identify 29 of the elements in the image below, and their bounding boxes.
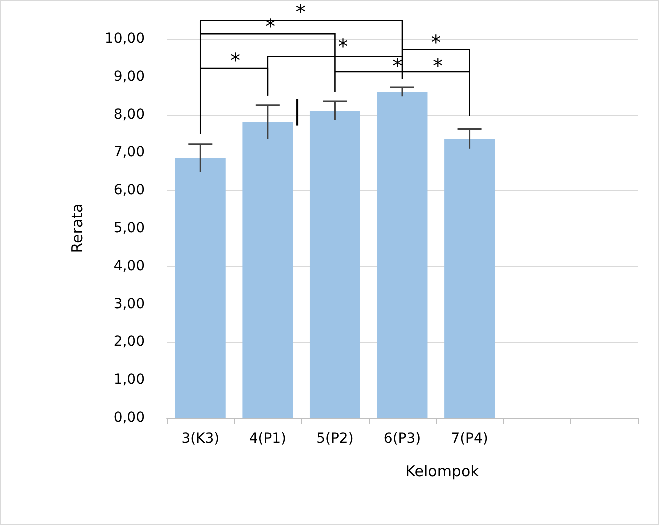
bar	[377, 92, 428, 418]
y-tick-label: 6,00	[114, 182, 145, 199]
text: *	[296, 0, 306, 24]
bar	[175, 158, 226, 418]
x-tick-label: 3(K3)	[182, 431, 220, 447]
y-tick-label: 7,00	[114, 144, 145, 161]
bar	[444, 139, 496, 418]
y-tick-label: 2,00	[114, 334, 145, 350]
y-tick-label: 10,00	[104, 31, 145, 47]
annotation: *	[338, 34, 348, 59]
bar	[310, 111, 360, 418]
x-tick-label: 4(P1)	[249, 431, 287, 447]
y-tick-label: 9,00	[114, 68, 145, 85]
x-tick-label: 5(P2)	[316, 431, 354, 447]
annotation: *	[433, 54, 444, 78]
y-tick-label: 8,00	[114, 106, 145, 123]
y-tick-label: 3,00	[114, 296, 145, 312]
y-tick-label: 1,00	[114, 372, 145, 388]
annotation: *	[431, 30, 442, 54]
y-axis-title: Rerata	[68, 204, 86, 254]
y-tick-label: 0,00	[114, 410, 145, 426]
y-tick-label: 4,00	[114, 258, 145, 274]
y-tick-label: 5,00	[114, 220, 145, 236]
bar	[242, 122, 294, 418]
annotation: *	[230, 48, 241, 73]
annotation: *	[392, 54, 403, 78]
x-tick-label: 7(P4)	[451, 431, 488, 447]
x-tick-label: 6(P3)	[384, 431, 422, 447]
x-axis-title: Kelompok	[406, 462, 480, 480]
